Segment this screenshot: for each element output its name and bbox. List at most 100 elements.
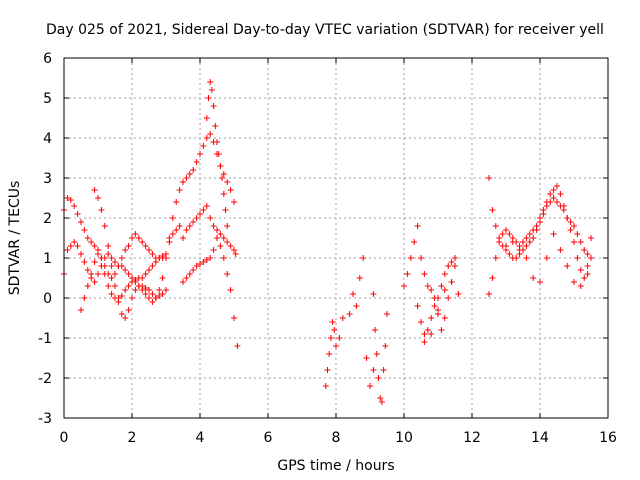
data-point [550, 187, 557, 193]
y-axis-label: SDTVAR / TECUs [7, 181, 23, 296]
data-point [95, 251, 101, 257]
data-point [421, 271, 428, 277]
data-point [101, 223, 108, 229]
plot-frame [63, 57, 609, 419]
data-point [169, 215, 176, 221]
data-point [503, 227, 509, 233]
data-point [506, 231, 513, 237]
data-point [64, 247, 71, 253]
data-point [112, 271, 118, 277]
data-point [208, 87, 215, 93]
data-point [183, 227, 190, 233]
data-point [418, 255, 424, 261]
data-point [115, 295, 122, 301]
data-point [186, 171, 193, 177]
data-point [159, 291, 166, 297]
data-point [581, 275, 588, 281]
data-point [537, 279, 543, 285]
data-point [176, 187, 183, 193]
data-point [142, 271, 149, 277]
series-arc-10 [336, 255, 377, 389]
data-point [331, 327, 338, 333]
data-point [346, 311, 353, 317]
data-point [431, 303, 438, 309]
data-point [81, 295, 88, 301]
x-tick-labels: 0 2 4 6 8 10 12 14 16 [60, 430, 617, 446]
data-point [71, 203, 78, 209]
data-point [543, 199, 550, 205]
data-point [438, 327, 445, 333]
data-point [129, 235, 135, 241]
data-point [212, 123, 219, 129]
data-point [215, 151, 222, 157]
data-point [203, 257, 210, 263]
data-point [448, 259, 455, 265]
data-point [424, 283, 431, 289]
x-tick-label: 12 [463, 430, 481, 446]
data-point [81, 227, 88, 233]
x-tick-label: 0 [60, 430, 69, 446]
data-point [88, 271, 95, 277]
data-point [222, 207, 229, 213]
data-point [431, 295, 438, 301]
data-point [353, 303, 360, 309]
data-point [489, 275, 496, 281]
data-point [428, 331, 435, 337]
data-point [380, 367, 387, 373]
data-point [207, 79, 214, 85]
data-point [220, 235, 227, 241]
data-point [414, 223, 421, 229]
data-point [146, 247, 152, 253]
data-point [370, 291, 377, 297]
data-point [356, 275, 363, 281]
data-point [564, 215, 571, 221]
data-point [492, 223, 499, 229]
data-point [428, 287, 435, 293]
data-point [74, 243, 81, 249]
series-arc-12 [401, 239, 458, 337]
data-point [214, 235, 220, 241]
data-point [543, 255, 550, 261]
y-tick-label: -1 [38, 331, 52, 347]
data-point [382, 343, 389, 349]
x-axis-label: GPS time / hours [277, 458, 394, 474]
series-arc-17 [503, 231, 591, 289]
data-point [118, 311, 125, 317]
y-tick-labels: -3 -2 -1 0 1 2 3 4 5 6 [38, 51, 52, 427]
data-point [567, 227, 574, 233]
data-point [207, 131, 214, 137]
data-point [322, 383, 329, 389]
data-point [350, 291, 356, 297]
data-point [183, 275, 190, 281]
data-point [554, 199, 560, 205]
data-point [169, 231, 176, 237]
data-point [333, 343, 339, 349]
data-point [207, 255, 214, 261]
data-point [584, 271, 591, 277]
data-point [530, 235, 537, 241]
data-point [186, 223, 193, 229]
data-point [492, 255, 499, 261]
data-point [186, 271, 193, 277]
data-point [98, 255, 105, 261]
x-tick-label: 16 [599, 430, 617, 446]
data-point [210, 103, 217, 109]
data-point [404, 271, 411, 277]
data-point [180, 279, 186, 285]
data-point [370, 367, 377, 373]
data-point [91, 243, 98, 249]
data-point [95, 195, 101, 201]
data-point [149, 251, 156, 257]
data-point [207, 215, 214, 221]
data-point [227, 187, 234, 193]
data-point [373, 351, 380, 357]
y-tick-label: 6 [43, 51, 52, 67]
data-point [149, 291, 156, 297]
data-point [78, 251, 84, 257]
data-point [190, 219, 197, 225]
data-point [173, 227, 180, 233]
data-point [84, 283, 91, 289]
series-arc-6 [180, 203, 239, 257]
data-point [91, 187, 98, 193]
data-point [384, 311, 390, 317]
